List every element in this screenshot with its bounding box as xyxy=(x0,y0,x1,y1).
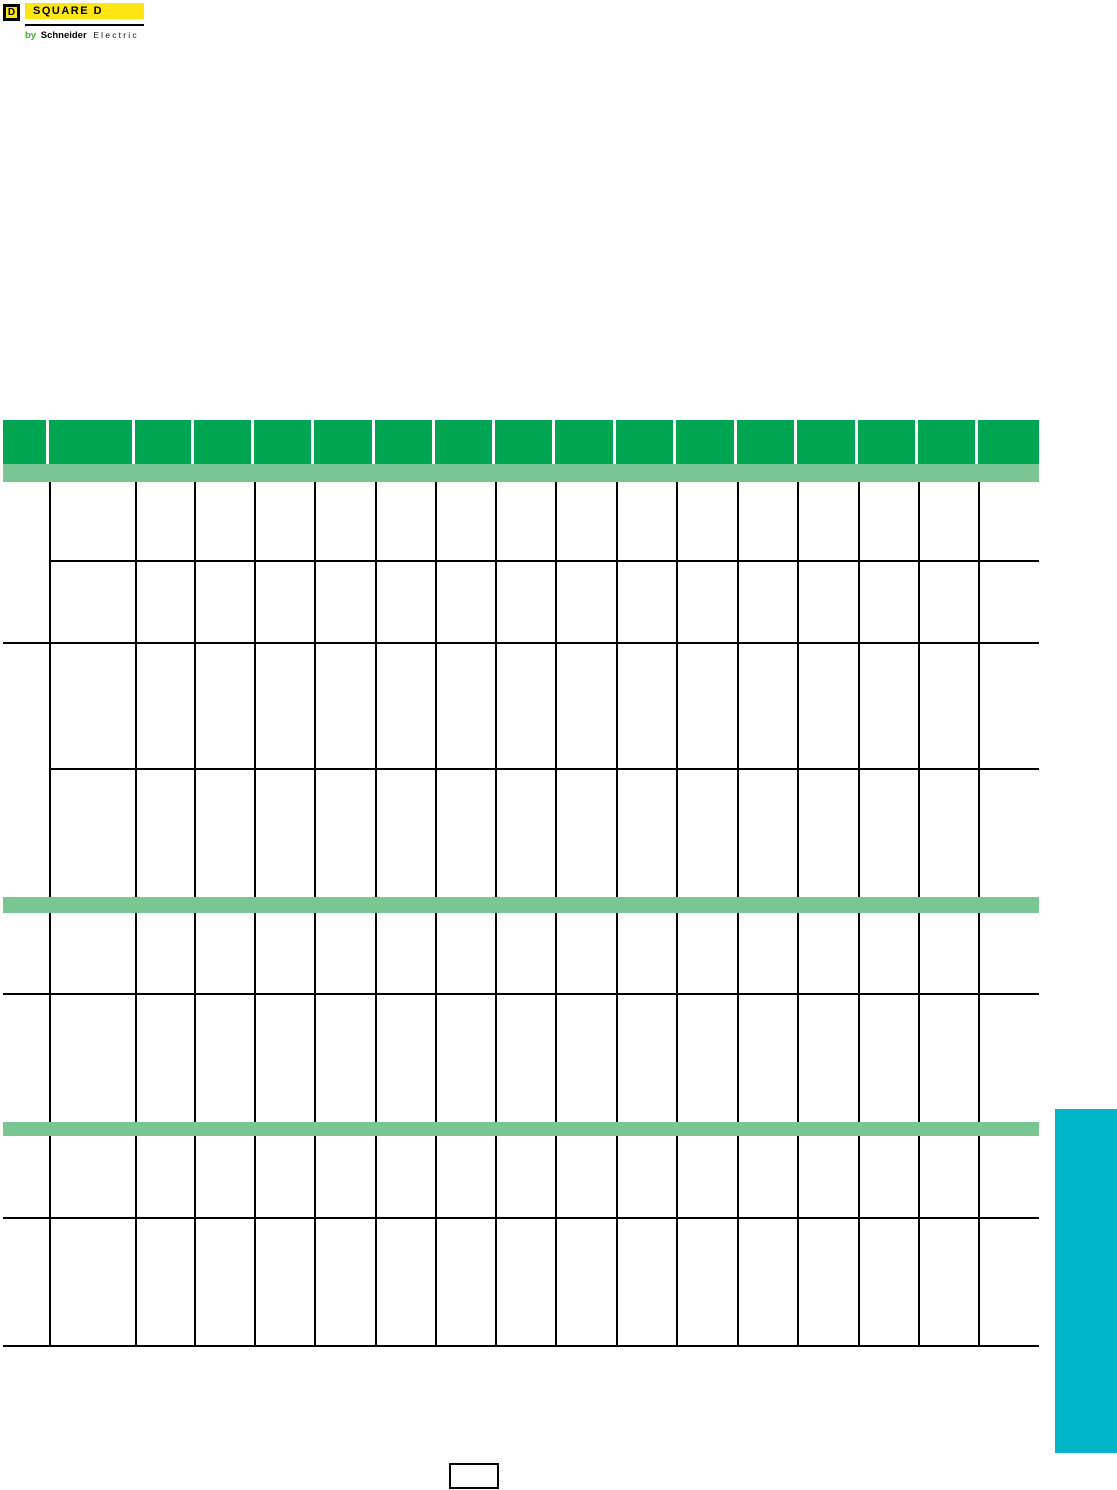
column-divider xyxy=(135,482,137,897)
column-divider xyxy=(616,1136,618,1345)
column-divider xyxy=(676,913,678,1122)
header-cell xyxy=(3,420,49,464)
column-divider xyxy=(555,913,557,1122)
column-divider xyxy=(254,913,256,1122)
column-divider xyxy=(737,1136,739,1345)
column-divider xyxy=(918,913,920,1122)
square-d-wordmark: SQUARE D xyxy=(25,3,144,19)
column-divider xyxy=(737,482,739,897)
column-divider xyxy=(858,1136,860,1345)
column-divider xyxy=(858,913,860,1122)
square-d-wordmark-text: SQUARE D xyxy=(33,5,104,17)
header-cell xyxy=(435,420,495,464)
column-divider xyxy=(555,482,557,897)
column-divider xyxy=(737,913,739,1122)
column-divider xyxy=(254,1136,256,1345)
table-body-section-2 xyxy=(3,913,1039,1122)
page-number-box xyxy=(449,1463,499,1489)
column-divider xyxy=(616,482,618,897)
row-divider xyxy=(3,642,1039,644)
header-cell xyxy=(135,420,194,464)
header-cell xyxy=(49,420,135,464)
table-band-divider-1 xyxy=(3,897,1039,913)
column-divider xyxy=(676,482,678,897)
column-divider xyxy=(49,1136,51,1345)
tagline-suffix: Electric xyxy=(93,30,139,40)
tagline-by: by xyxy=(25,30,37,41)
column-divider xyxy=(918,482,920,897)
column-divider xyxy=(314,482,316,897)
column-divider xyxy=(435,913,437,1122)
column-divider xyxy=(194,482,196,897)
tagline-brand: Schneider xyxy=(40,30,87,41)
column-divider xyxy=(616,913,618,1122)
header-cell xyxy=(616,420,676,464)
column-divider xyxy=(49,913,51,1122)
table-band-divider-2 xyxy=(3,1122,1039,1136)
header-cell xyxy=(858,420,918,464)
table-body-section-1 xyxy=(3,482,1039,897)
header-cell xyxy=(194,420,254,464)
column-divider xyxy=(495,482,497,897)
column-divider xyxy=(254,482,256,897)
header-cell xyxy=(555,420,616,464)
column-divider xyxy=(375,482,377,897)
header-cell xyxy=(254,420,314,464)
table-header-row xyxy=(3,420,1039,464)
column-divider xyxy=(135,913,137,1122)
column-divider xyxy=(797,1136,799,1345)
header-cell xyxy=(978,420,1039,464)
header-cell xyxy=(797,420,858,464)
row-divider xyxy=(3,1217,1039,1219)
column-divider xyxy=(858,482,860,897)
table-subheader-band xyxy=(3,464,1039,482)
row-divider xyxy=(49,560,1039,562)
header-cell xyxy=(918,420,978,464)
section-color-tab xyxy=(1055,1109,1117,1453)
logo-underline xyxy=(25,24,144,26)
column-divider xyxy=(495,1136,497,1345)
column-divider xyxy=(135,1136,137,1345)
header-cell xyxy=(375,420,435,464)
square-d-logo: D SQUARE D by Schneider Electric xyxy=(3,3,223,48)
square-d-mark-icon: D xyxy=(3,4,20,21)
column-divider xyxy=(435,482,437,897)
schneider-tagline: by Schneider Electric xyxy=(25,31,139,41)
column-divider xyxy=(797,913,799,1122)
header-cell xyxy=(314,420,375,464)
column-divider xyxy=(978,913,980,1122)
column-divider xyxy=(49,482,51,897)
column-divider xyxy=(435,1136,437,1345)
column-divider xyxy=(375,1136,377,1345)
header-cell xyxy=(495,420,555,464)
column-divider xyxy=(555,1136,557,1345)
square-d-mark-letter: D xyxy=(7,6,16,18)
column-divider xyxy=(375,913,377,1122)
header-cell xyxy=(737,420,797,464)
header-cell xyxy=(676,420,737,464)
column-divider xyxy=(194,1136,196,1345)
column-divider xyxy=(978,1136,980,1345)
column-divider xyxy=(194,913,196,1122)
column-divider xyxy=(797,482,799,897)
row-divider xyxy=(3,993,1039,995)
column-divider xyxy=(918,1136,920,1345)
column-divider xyxy=(676,1136,678,1345)
column-divider xyxy=(314,1136,316,1345)
table-body-section-3 xyxy=(3,1136,1039,1347)
column-divider xyxy=(314,913,316,1122)
column-divider xyxy=(495,913,497,1122)
row-divider xyxy=(49,768,1039,770)
catalog-table xyxy=(3,420,1039,1347)
column-divider xyxy=(978,482,980,897)
